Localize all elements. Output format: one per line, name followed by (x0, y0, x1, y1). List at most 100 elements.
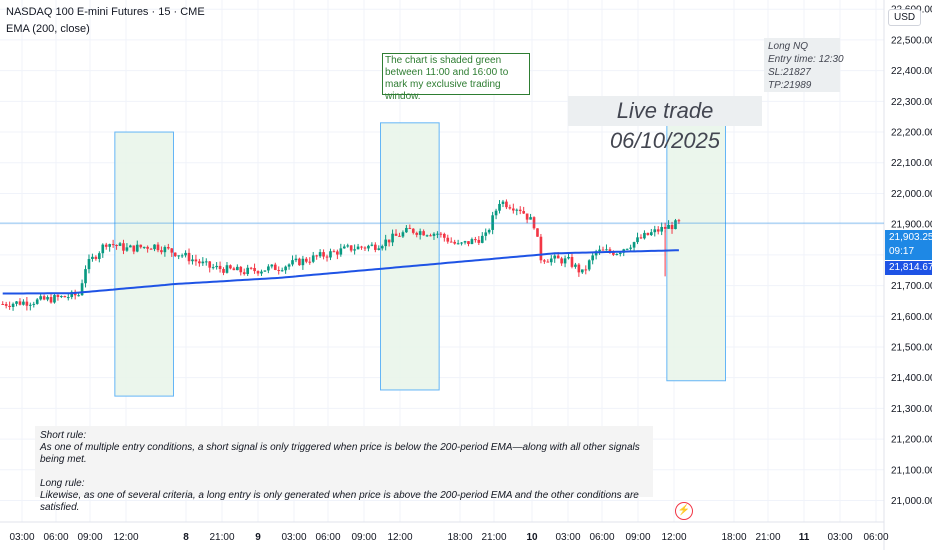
candle-body (342, 246, 346, 249)
long-rule-title: Long rule: (40, 478, 85, 489)
candle-body (667, 224, 670, 229)
candle-body (242, 272, 246, 275)
candle-body (311, 255, 315, 262)
x-tick-label: 21:00 (481, 532, 506, 543)
candle-body (204, 261, 208, 263)
candle-body (35, 299, 39, 304)
candle-body (194, 259, 198, 262)
x-tick-label: 21:00 (209, 532, 234, 543)
x-tick-label: 18:00 (447, 532, 472, 543)
candle-body (42, 296, 46, 300)
currency-button[interactable]: USD (888, 9, 922, 26)
candle-body (315, 255, 318, 257)
candle-body (284, 266, 287, 271)
candle-body (80, 283, 84, 296)
trading-window-2 (380, 122, 440, 391)
candle-body (629, 247, 632, 249)
candle-body (156, 244, 160, 251)
candle-body (4, 304, 8, 306)
candle-body (467, 241, 470, 245)
trading-window-1 (114, 131, 174, 397)
candle-body (25, 301, 29, 306)
candle-body (108, 244, 111, 247)
candle-body (374, 244, 377, 250)
candle-body (277, 269, 281, 271)
candle-body (198, 261, 201, 264)
candle-body (522, 211, 525, 214)
candle-body (401, 232, 405, 237)
candle-body (584, 269, 588, 271)
candle-body (411, 228, 415, 233)
candle-body (474, 239, 477, 241)
candle-body (670, 224, 674, 230)
candle-body (115, 244, 118, 246)
candle-body (222, 269, 225, 273)
candle-body (46, 297, 49, 300)
ema-indicator-label[interactable]: EMA (200, close) (6, 23, 90, 35)
candle-body (239, 266, 243, 273)
candle-body (253, 267, 256, 272)
candle-body (325, 256, 329, 258)
candle-body (632, 242, 636, 248)
candle-body (587, 260, 591, 270)
candle-body (512, 208, 515, 211)
candle-body (336, 251, 339, 255)
candle-body (484, 232, 488, 236)
bar-countdown: 09:17 (889, 246, 915, 257)
y-tick-label: 22,200.00 (891, 128, 932, 139)
candle-body (332, 251, 336, 253)
candle-body (301, 258, 305, 266)
candle-body (494, 210, 498, 216)
x-tick-label: 03:00 (281, 532, 306, 543)
x-tick-label: 10 (526, 532, 538, 543)
candle-body (581, 269, 584, 273)
y-tick-label: 21,200.00 (891, 435, 932, 446)
candle-body (173, 252, 177, 257)
candle-body (394, 233, 398, 236)
x-tick-label: 03:00 (9, 532, 34, 543)
candle-body (577, 264, 581, 273)
candle-body (77, 295, 80, 297)
x-tick-label: 11 (799, 532, 810, 543)
candle-body (101, 244, 105, 254)
candle-body (646, 232, 650, 236)
candle-body (308, 261, 312, 263)
x-tick-label: 06:00 (43, 532, 68, 543)
candle-body (280, 270, 284, 272)
candle-body (104, 244, 108, 247)
candle-body (615, 254, 619, 256)
candle-body (139, 244, 143, 248)
candle-body (456, 243, 460, 245)
candle-body (287, 264, 291, 267)
candle-body (339, 248, 343, 255)
short-rule-text: As one of multiple entry conditions, a s… (40, 442, 640, 465)
candle-body (560, 258, 563, 264)
candle-body (418, 231, 422, 235)
y-tick-label: 22,500.00 (891, 35, 932, 46)
candle-body (515, 209, 519, 211)
x-tick-label: 12:00 (113, 532, 138, 543)
candle-body (546, 261, 550, 263)
candle-body (122, 243, 125, 251)
candle-body (191, 259, 194, 262)
trading-window-3 (666, 113, 726, 382)
candle-body (91, 256, 94, 260)
candle-body (625, 248, 629, 250)
candle-body (39, 296, 42, 300)
candle-body (529, 217, 532, 220)
candle-body (160, 250, 163, 253)
candle-body (18, 301, 22, 305)
candle-body (149, 248, 153, 250)
lightning-alert-icon[interactable]: ⚡ (675, 502, 693, 520)
trade-entry-time: Entry time: 12:30 (768, 54, 844, 65)
candle-body (98, 253, 101, 259)
candle-body (229, 265, 232, 269)
candle-body (329, 251, 332, 258)
candle-body (436, 233, 439, 235)
long-rule-text: Likewise, as one of several criteria, a … (40, 490, 639, 513)
candle-body (387, 239, 391, 243)
candle-body (263, 270, 267, 272)
candle-body (346, 245, 350, 247)
candle-body (443, 233, 446, 238)
candle-body (215, 265, 218, 268)
